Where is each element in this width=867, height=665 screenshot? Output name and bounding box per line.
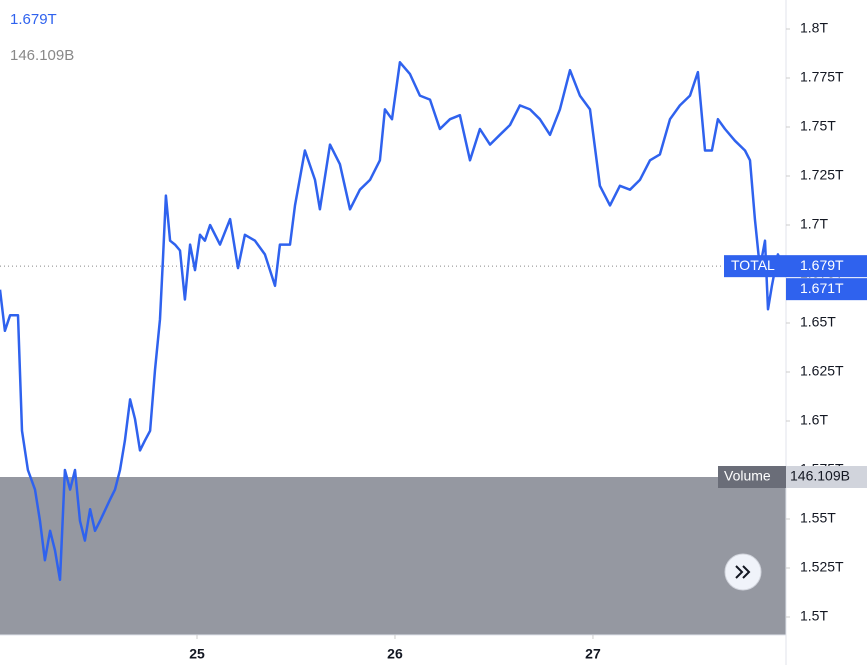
series-name-tag [724, 255, 786, 278]
price-tag [786, 255, 867, 278]
header-value: 1.679T [10, 11, 57, 28]
y-tick-label: 1.65T [800, 314, 836, 330]
y-tick-label: 1.5T [800, 608, 828, 624]
y-tick-label: 1.725T [800, 167, 844, 183]
volume-value-tag [786, 466, 867, 488]
price-axis [786, 0, 867, 665]
volume-tag [718, 466, 786, 488]
y-tick-label: 1.525T [800, 559, 844, 575]
y-tick-label: 1.7T [800, 216, 828, 232]
x-tick-label: 25 [189, 646, 205, 662]
series-line [0, 61, 787, 582]
x-tick-label: 27 [585, 646, 601, 662]
y-tick-label: 1.55T [800, 510, 836, 526]
price-tag-label: 1.679T [800, 257, 844, 273]
y-tick-label: 1.6T [800, 412, 828, 428]
y-tick-label: 1.775T [800, 69, 844, 85]
volume-pane [0, 477, 786, 635]
volume-value: 146.109B [790, 468, 850, 484]
second-tag [786, 278, 867, 301]
scroll-icon [735, 565, 751, 579]
y-tick-label: 1.625T [800, 363, 844, 379]
axis-layer: 1.5T1.525T1.55T1.575T1.6T1.625T1.65T1.67… [189, 20, 867, 662]
plot-layer [0, 61, 787, 582]
y-tick-label: 1.8T [800, 20, 828, 36]
series-name: TOTAL [731, 257, 775, 273]
volume-label: Volume [724, 468, 771, 484]
second-tag-label: 1.671T [800, 280, 844, 296]
x-tick-label: 26 [387, 646, 403, 662]
y-tick-label: 1.75T [800, 118, 836, 134]
header-volume: 146.109B [10, 47, 74, 64]
